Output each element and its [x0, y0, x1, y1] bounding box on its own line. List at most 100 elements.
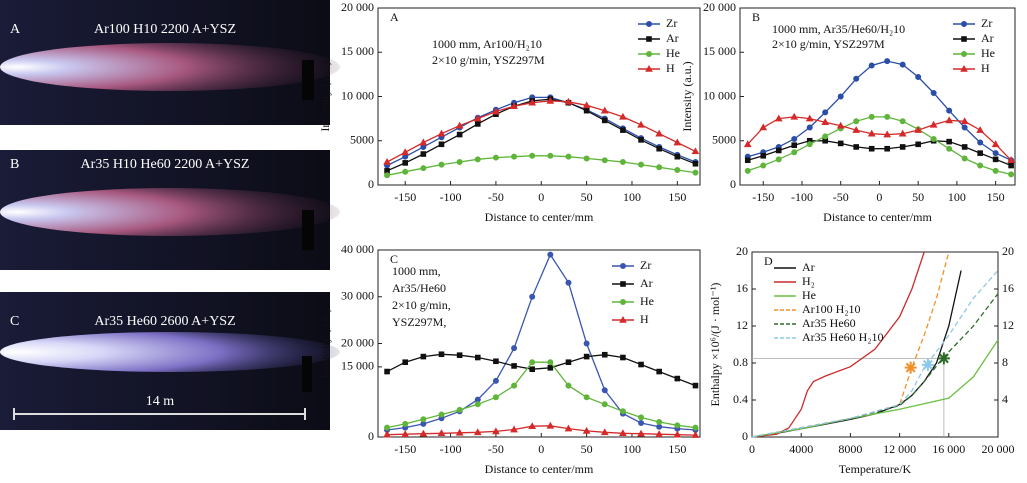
marker — [583, 353, 590, 360]
series-line — [386, 353, 696, 387]
plot-frame — [377, 7, 701, 186]
marker — [760, 152, 767, 159]
marker — [528, 422, 537, 430]
legend-label: Ar — [666, 31, 679, 45]
marker — [619, 429, 627, 437]
x-tick-label: -100 — [440, 190, 462, 204]
point-star — [921, 358, 934, 371]
marker — [529, 293, 536, 300]
marker — [529, 366, 535, 373]
marker — [961, 124, 968, 131]
marker — [565, 382, 572, 389]
marker — [674, 153, 681, 160]
marker — [511, 345, 518, 352]
photo-caption: Ar35 H10 He60 2200 A+YSZ — [81, 157, 250, 172]
series-line — [751, 251, 925, 438]
marker — [853, 75, 860, 82]
marker — [638, 161, 645, 168]
marker — [914, 126, 923, 133]
annotation: 1000 mm, — [392, 264, 441, 278]
x-axis-label: Distance to center/mm — [823, 210, 932, 224]
marker — [529, 152, 536, 159]
marker — [547, 152, 554, 159]
marker — [638, 137, 644, 143]
marker — [510, 102, 518, 110]
y-tick-label: 30 000 — [341, 289, 374, 303]
x-tick-label: -50 — [488, 442, 504, 456]
y-tick-label: 0 — [368, 429, 374, 443]
marker — [945, 116, 954, 124]
marker — [601, 117, 608, 124]
marker — [674, 375, 681, 382]
panel-label: C — [390, 252, 398, 266]
marker — [960, 117, 969, 125]
marker — [384, 368, 390, 375]
legend-label: Ar100 H₂10 — [802, 302, 861, 316]
photo-b: B Ar35 H10 He60 2200 A+YSZ — [0, 150, 340, 270]
marker — [619, 158, 626, 165]
x-tick-label: 50 — [912, 190, 924, 204]
marker — [655, 129, 664, 137]
legend-label: He — [640, 294, 654, 308]
marker — [836, 121, 845, 129]
legend-marker — [961, 36, 967, 42]
marker — [456, 158, 463, 165]
legend-marker — [620, 299, 626, 305]
y-tick-label: 5000 — [712, 133, 736, 147]
x-tick-label: 4000 — [789, 442, 813, 456]
y-tick-label: 0 — [742, 429, 748, 443]
legend-label: Ar — [981, 31, 994, 45]
legend-label: He — [981, 46, 995, 60]
marker — [474, 121, 481, 127]
y-axis-label: Intensity (a.u.) — [680, 61, 694, 131]
series-line — [386, 155, 696, 176]
marker — [619, 112, 627, 120]
legend-label: He — [666, 46, 680, 60]
marker — [656, 368, 662, 375]
y-tick-label: 0 — [368, 177, 374, 191]
photo-label: B — [10, 157, 19, 172]
marker — [760, 162, 767, 169]
marker — [473, 114, 482, 122]
marker — [547, 359, 554, 366]
annotation: 2×10 g/min, YSZ297M — [772, 37, 885, 51]
x-tick-label: -150 — [752, 190, 774, 204]
y-tick-label: 15 000 — [703, 44, 736, 58]
marker — [692, 382, 699, 389]
y-tick-label: 20 — [736, 244, 748, 258]
x-tick-label: 150 — [668, 190, 686, 204]
marker — [456, 352, 463, 358]
marker — [977, 162, 984, 169]
x-tick-label: 150 — [987, 190, 1005, 204]
marker — [805, 114, 814, 122]
marker — [673, 138, 682, 146]
y-tick-label: 0 — [730, 177, 736, 191]
marker — [437, 429, 446, 437]
legend-label: Ar — [802, 260, 815, 274]
marker — [564, 97, 573, 105]
marker — [583, 394, 590, 401]
annotation: 2×10 g/min, — [392, 298, 451, 312]
marker — [438, 141, 445, 148]
x-tick-label: -150 — [394, 442, 416, 456]
marker — [837, 93, 844, 100]
marker — [583, 340, 590, 347]
point-star — [904, 361, 917, 374]
marker — [546, 96, 555, 104]
x-tick-label: 100 — [623, 190, 641, 204]
x-axis-label: Distance to center/mm — [485, 210, 594, 224]
marker — [884, 58, 891, 65]
marker — [692, 169, 699, 176]
marker — [899, 144, 906, 150]
marker — [438, 411, 445, 418]
series-line — [386, 100, 696, 163]
y2-tick-label: 8 — [1002, 355, 1008, 369]
legend-label: He — [802, 288, 816, 302]
marker — [546, 421, 555, 429]
marker — [564, 424, 573, 432]
marker — [401, 430, 410, 437]
marker — [601, 157, 608, 164]
panel-label: A — [390, 10, 399, 24]
marker — [806, 124, 813, 131]
marker — [600, 106, 609, 114]
